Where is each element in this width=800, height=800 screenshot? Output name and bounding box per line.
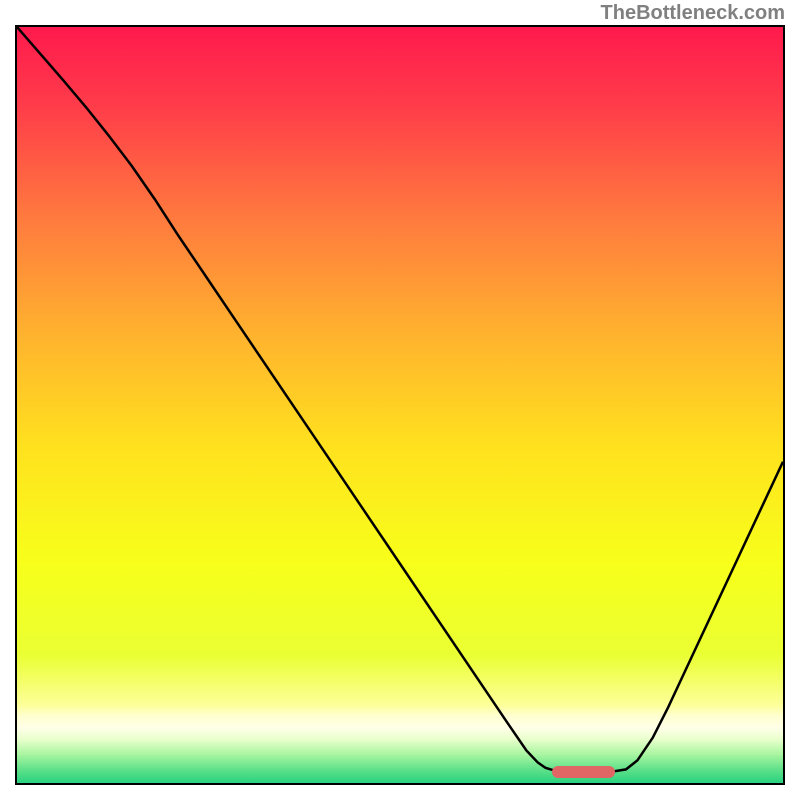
highlight-marker: [552, 766, 615, 778]
curve-path: [17, 27, 783, 772]
watermark-text: TheBottleneck.com: [601, 2, 785, 25]
curve-layer: [17, 27, 783, 783]
chart-container: { "watermark": { "text": "TheBottleneck.…: [0, 0, 800, 800]
plot-area: [15, 25, 785, 785]
